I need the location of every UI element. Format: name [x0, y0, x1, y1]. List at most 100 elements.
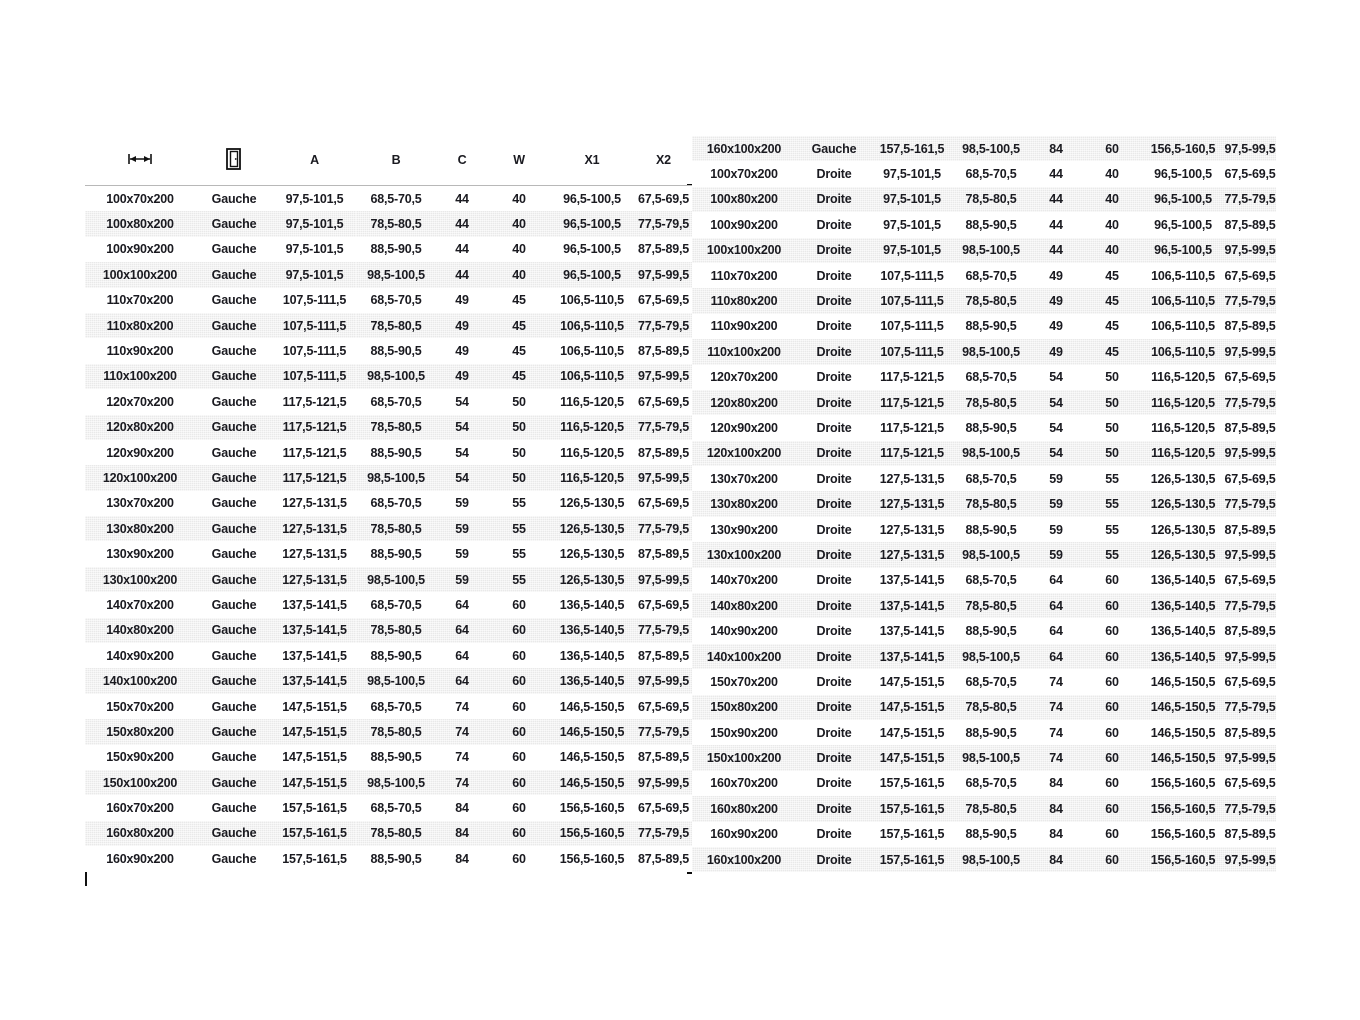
table-row[interactable]: 130x100x200 Gauche 127,5-131,5 98,5-100,5 59…: [85, 566, 693, 593]
cell-handing: Gauche: [195, 820, 273, 847]
cell-handing: Droite: [796, 313, 872, 340]
table-row[interactable]: 110x80x200 Gauche 107,5-111,5 78,5-80,5 49 45…: [85, 312, 693, 339]
cell-a: 107,5-111,5: [872, 339, 952, 365]
cell-b: 68,5-70,5: [356, 490, 436, 517]
table-row[interactable]: 100x100x200 Droite 97,5-101,5 98,5-100,5 44 4…: [692, 237, 1276, 263]
cell-a: 137,5-141,5: [872, 593, 952, 619]
cell-handing: Droite: [796, 593, 872, 619]
table-row[interactable]: 140x100x200 Gauche 137,5-141,5 98,5-100,5 64…: [85, 668, 693, 694]
cell-w: 60: [1082, 136, 1142, 162]
cell-w: 45: [488, 287, 550, 313]
table-row[interactable]: 150x100x200 Droite 147,5-151,5 98,5-100,5 74…: [692, 745, 1276, 771]
cell-a: 127,5-131,5: [273, 490, 356, 517]
table-row[interactable]: 100x80x200 Droite 97,5-101,5 78,5-80,5 44 40 9…: [692, 186, 1276, 213]
table-row[interactable]: 160x90x200 Gauche 157,5-161,5 88,5-90,5 84 60…: [85, 846, 693, 872]
table-row[interactable]: 130x70x200 Droite 127,5-131,5 68,5-70,5 59 55…: [692, 466, 1276, 492]
cell-c: 44: [436, 236, 488, 263]
table-row[interactable]: 130x90x200 Droite 127,5-131,5 88,5-90,5 59 55…: [692, 516, 1276, 543]
table-row[interactable]: 120x100x200 Droite 117,5-121,5 98,5-100,5 54…: [692, 440, 1276, 467]
table-row[interactable]: 150x80x200 Droite 147,5-151,5 78,5-80,5 74 60…: [692, 694, 1276, 720]
table-row[interactable]: 100x70x200 Droite 97,5-101,5 68,5-70,5 44 40 9…: [692, 161, 1276, 187]
table-row[interactable]: 110x90x200 Droite 107,5-111,5 88,5-90,5 49 45…: [692, 313, 1276, 340]
table-row[interactable]: 150x70x200 Droite 147,5-151,5 68,5-70,5 74 60…: [692, 669, 1276, 695]
cell-handing: Gauche: [195, 516, 273, 542]
table-row[interactable]: 130x80x200 Droite 127,5-131,5 78,5-80,5 59 55…: [692, 491, 1276, 517]
table-row[interactable]: 160x100x200 Gauche 157,5-161,5 98,5-100,5 84…: [692, 136, 1276, 162]
cell-w: 60: [488, 693, 550, 720]
cell-dimension: 110x70x200: [692, 262, 796, 289]
table-row[interactable]: 140x80x200 Gauche 137,5-141,5 78,5-80,5 64 60…: [85, 617, 693, 644]
table-row[interactable]: 160x90x200 Droite 157,5-161,5 88,5-90,5 84 60…: [692, 821, 1276, 847]
table-row[interactable]: 120x80x200 Gauche 117,5-121,5 78,5-80,5 54 50…: [85, 414, 693, 440]
cell-dimension: 120x90x200: [692, 415, 796, 441]
table-row[interactable]: 100x90x200 Gauche 97,5-101,5 88,5-90,5 44 40 9…: [85, 236, 693, 263]
cell-b: 98,5-100,5: [356, 262, 436, 288]
table-row[interactable]: 100x100x200 Gauche 97,5-101,5 98,5-100,5 44 4…: [85, 262, 693, 288]
table-row[interactable]: 160x70x200 Droite 157,5-161,5 68,5-70,5 84 60…: [692, 770, 1276, 797]
cell-dimension: 130x90x200: [85, 541, 195, 567]
table-row[interactable]: 130x70x200 Gauche 127,5-131,5 68,5-70,5 59 55…: [85, 490, 693, 517]
cell-w: 40: [488, 236, 550, 263]
table-row[interactable]: 110x70x200 Droite 107,5-111,5 68,5-70,5 49 45…: [692, 262, 1276, 289]
cell-c: 64: [1030, 567, 1082, 594]
table-row[interactable]: 100x80x200 Gauche 97,5-101,5 78,5-80,5 44 40 9…: [85, 211, 693, 237]
cell-a: 127,5-131,5: [872, 542, 952, 568]
cell-x2: 77,5-79,5: [1224, 389, 1276, 416]
cell-dimension: 130x70x200: [692, 466, 796, 492]
table-row[interactable]: 140x100x200 Droite 137,5-141,5 98,5-100,5 64…: [692, 643, 1276, 670]
table-row[interactable]: 120x70x200 Gauche 117,5-121,5 68,5-70,5 54 50…: [85, 389, 693, 415]
cell-dimension: 150x100x200: [85, 769, 195, 796]
cell-x1: 146,5-150,5: [1142, 669, 1224, 695]
table-row[interactable]: 100x90x200 Droite 97,5-101,5 88,5-90,5 44 40 9…: [692, 212, 1276, 238]
table-row[interactable]: 150x80x200 Gauche 147,5-151,5 78,5-80,5 74 60…: [85, 719, 693, 745]
table-row[interactable]: 160x100x200 Droite 157,5-161,5 98,5-100,5 84…: [692, 846, 1276, 873]
cell-dimension: 130x100x200: [85, 566, 195, 593]
cell-handing: Droite: [796, 466, 872, 492]
cell-c: 74: [1030, 669, 1082, 695]
table-row[interactable]: 140x80x200 Droite 137,5-141,5 78,5-80,5 64 60…: [692, 593, 1276, 619]
cell-a: 97,5-101,5: [872, 212, 952, 238]
cell-b: 88,5-90,5: [356, 236, 436, 263]
table-row[interactable]: 120x90x200 Droite 117,5-121,5 88,5-90,5 54 50…: [692, 415, 1276, 441]
table-row[interactable]: 120x90x200 Gauche 117,5-121,5 88,5-90,5 54 50…: [85, 439, 693, 466]
cell-handing: Gauche: [195, 465, 273, 491]
cell-a: 97,5-101,5: [273, 236, 356, 263]
table-row[interactable]: 140x90x200 Droite 137,5-141,5 88,5-90,5 64 60…: [692, 618, 1276, 644]
table-row[interactable]: 110x90x200 Gauche 107,5-111,5 88,5-90,5 49 45…: [85, 338, 693, 364]
table-row[interactable]: 110x100x200 Droite 107,5-111,5 98,5-100,5 49…: [692, 339, 1276, 365]
cell-c: 64: [436, 592, 488, 618]
cell-w: 60: [1082, 643, 1142, 670]
cell-handing: Gauche: [195, 236, 273, 263]
table-row[interactable]: 150x100x200 Gauche 147,5-151,5 98,5-100,5 74…: [85, 769, 693, 796]
cell-a: 137,5-141,5: [273, 592, 356, 618]
table-row[interactable]: 120x100x200 Gauche 117,5-121,5 98,5-100,5 54…: [85, 465, 693, 491]
table-row[interactable]: 110x80x200 Droite 107,5-111,5 78,5-80,5 49 45…: [692, 288, 1276, 314]
table-row[interactable]: 150x90x200 Gauche 147,5-151,5 88,5-90,5 74 60…: [85, 744, 693, 770]
table-row[interactable]: 150x90x200 Droite 147,5-151,5 88,5-90,5 74 60…: [692, 719, 1276, 746]
table-row[interactable]: 140x70x200 Droite 137,5-141,5 68,5-70,5 64 60…: [692, 567, 1276, 594]
cell-a: 117,5-121,5: [872, 389, 952, 416]
cell-x2: 87,5-89,5: [1224, 415, 1276, 441]
cell-handing: Gauche: [195, 287, 273, 313]
table-row[interactable]: 160x80x200 Gauche 157,5-161,5 78,5-80,5 84 60…: [85, 820, 693, 847]
table-row[interactable]: 140x90x200 Gauche 137,5-141,5 88,5-90,5 64 60…: [85, 643, 693, 669]
cell-b: 98,5-100,5: [952, 643, 1030, 670]
table-row[interactable]: 110x100x200 Gauche 107,5-111,5 98,5-100,5 49…: [85, 363, 693, 390]
table-row[interactable]: 110x70x200 Gauche 107,5-111,5 68,5-70,5 49 45…: [85, 287, 693, 313]
cell-dimension: 100x90x200: [85, 236, 195, 263]
table-row[interactable]: 140x70x200 Gauche 137,5-141,5 68,5-70,5 64 60…: [85, 592, 693, 618]
table-row[interactable]: 160x80x200 Droite 157,5-161,5 78,5-80,5 84 60…: [692, 796, 1276, 822]
table-row[interactable]: 120x70x200 Droite 117,5-121,5 68,5-70,5 54 50…: [692, 364, 1276, 390]
table-row[interactable]: 130x100x200 Droite 127,5-131,5 98,5-100,5 59…: [692, 542, 1276, 568]
table-row[interactable]: 130x80x200 Gauche 127,5-131,5 78,5-80,5 59 55…: [85, 516, 693, 542]
table-row[interactable]: 120x80x200 Droite 117,5-121,5 78,5-80,5 54 50…: [692, 389, 1276, 416]
cell-x2: 67,5-69,5: [1224, 567, 1276, 594]
cell-x1: 106,5-110,5: [550, 312, 634, 339]
cell-x2: 87,5-89,5: [1224, 212, 1276, 238]
cell-b: 88,5-90,5: [356, 643, 436, 669]
table-row[interactable]: 150x70x200 Gauche 147,5-151,5 68,5-70,5 74 60…: [85, 693, 693, 720]
cell-w: 45: [488, 312, 550, 339]
table-row[interactable]: 160x70x200 Gauche 157,5-161,5 68,5-70,5 84 60…: [85, 795, 693, 821]
table-row[interactable]: 130x90x200 Gauche 127,5-131,5 88,5-90,5 59 55…: [85, 541, 693, 567]
table-row[interactable]: 100x70x200 Gauche 97,5-101,5 68,5-70,5 44 40 9…: [85, 185, 693, 212]
